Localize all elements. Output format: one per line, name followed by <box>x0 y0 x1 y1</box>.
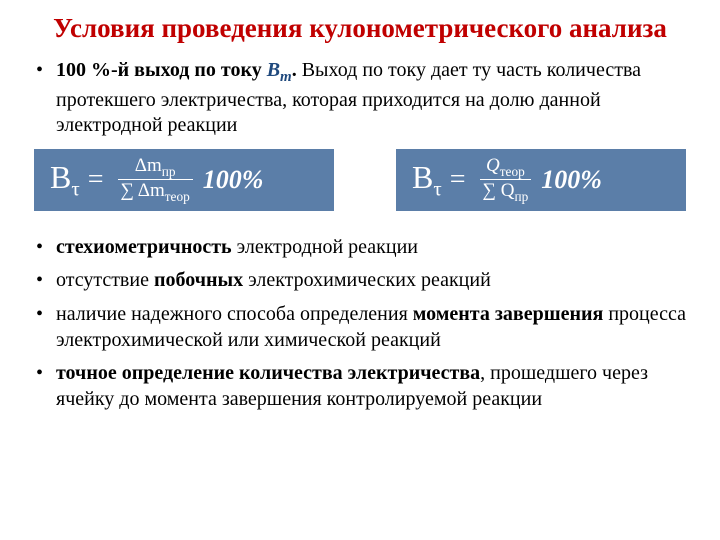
bullet-4-pre: наличие надежного способа определения <box>56 303 413 325</box>
bullet-item-1: 100 %-й выход по току Вт. Выход по току … <box>34 58 686 138</box>
formula-row: Вτ = Δmпр ∑ Δmтеор 100% Вτ = Qтеор <box>34 149 686 211</box>
bullet-item-5: точное определение количества электричес… <box>34 361 686 412</box>
fraction-denominator: ∑ Qпр <box>480 179 532 204</box>
formula-charge-tail: 100% <box>541 165 602 195</box>
num-sub: пр <box>162 164 176 179</box>
bullet-1-var-sub: т <box>280 69 292 85</box>
den-sub: теор <box>165 189 190 204</box>
num-main: Δm <box>135 155 162 176</box>
bullet-2-rest: электродной реакции <box>232 236 418 258</box>
bullet-3-pre: отсутствие <box>56 269 154 291</box>
lhs-sym: В <box>412 159 433 195</box>
fraction-denominator: ∑ Δmтеор <box>118 179 193 204</box>
num-sub: теор <box>500 164 525 179</box>
fraction-numerator: Δmпр <box>132 155 179 179</box>
slide-title: Условия проведения кулонометрического ан… <box>34 12 686 44</box>
bullet-list-bottom: стехиометричность электродной реакции от… <box>34 235 686 413</box>
lhs-sub: τ <box>433 177 441 200</box>
bullet-list-top: 100 %-й выход по току Вт. Выход по току … <box>34 58 686 138</box>
bullet-5-bold: точное определение количества электричес… <box>56 362 480 384</box>
bullet-item-4: наличие надежного способа определения мо… <box>34 302 686 353</box>
formula-charge-fraction: Qтеор ∑ Qпр <box>480 155 532 204</box>
bullet-1-var: В <box>267 59 280 81</box>
formula-mass-tail: 100% <box>203 165 264 195</box>
num-main: Q <box>486 155 500 176</box>
den-sub: пр <box>515 189 529 204</box>
formula-mass-lhs: Вτ <box>50 159 80 201</box>
lhs-sym: В <box>50 159 71 195</box>
den-pre: ∑ Δm <box>121 180 165 201</box>
bullet-4-bold: момента завершения <box>413 303 604 325</box>
formula-charge-eq: = <box>450 164 466 196</box>
bullet-3-bold: побочных <box>154 269 243 291</box>
slide: Условия проведения кулонометрического ан… <box>0 0 720 412</box>
formula-mass-eq: = <box>88 164 104 196</box>
formula-box-mass: Вτ = Δmпр ∑ Δmтеор 100% <box>34 149 334 211</box>
formula-charge-lhs: Вτ <box>412 159 442 201</box>
bullet-3-rest: электрохимических реакций <box>243 269 491 291</box>
lhs-sub: τ <box>71 177 79 200</box>
bullet-item-3: отсутствие побочных электрохимических ре… <box>34 268 686 294</box>
formula-box-charge: Вτ = Qтеор ∑ Qпр 100% <box>396 149 686 211</box>
formula-mass-fraction: Δmпр ∑ Δmтеор <box>118 155 193 204</box>
fraction-numerator: Qтеор <box>483 155 528 179</box>
bullet-1-pre-bold: 100 %-й выход по току <box>56 59 267 81</box>
den-pre: ∑ Q <box>483 180 515 201</box>
bullet-item-2: стехиометричность электродной реакции <box>34 235 686 261</box>
bullet-2-bold: стехиометричность <box>56 236 232 258</box>
